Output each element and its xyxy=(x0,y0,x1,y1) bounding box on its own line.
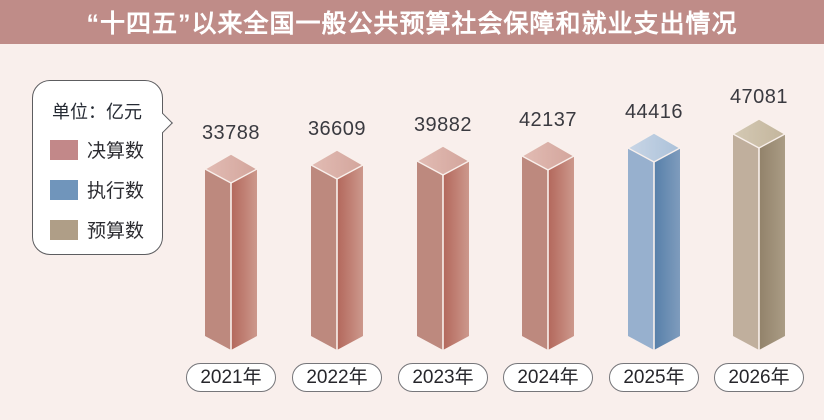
bar-2023 xyxy=(416,145,470,350)
bar-2022 xyxy=(310,149,364,350)
year-label-2023: 2023年 xyxy=(398,363,488,392)
legend-item-final-accounts: 决算数 xyxy=(50,136,162,163)
bar-2024-left-face xyxy=(522,156,548,350)
bar-2022-left-face xyxy=(311,165,337,350)
bar-2026-right-face xyxy=(759,134,785,350)
legend-bubble: 单位：亿元 决算数 执行数 预算数 xyxy=(32,80,173,255)
bar-2025 xyxy=(627,132,681,350)
value-label-2024: 42137 xyxy=(518,109,578,131)
year-label-2025: 2025年 xyxy=(609,363,699,392)
year-label-2024: 2024年 xyxy=(503,363,593,392)
bar-2021-left-face xyxy=(205,169,231,350)
bar-2023-right-face xyxy=(443,161,469,350)
bar-2025-right-face xyxy=(654,148,680,350)
header-bar: “十四五”以来全国一般公共预算社会保障和就业支出情况 xyxy=(0,0,824,44)
legend-label-budget: 预算数 xyxy=(87,221,145,242)
page-title: “十四五”以来全国一般公共预算社会保障和就业支出情况 xyxy=(86,10,738,38)
bar-2022-right-face xyxy=(337,165,363,350)
bar-2026 xyxy=(732,118,786,350)
legend-swatch-execution xyxy=(50,179,78,200)
bar-2021 xyxy=(204,153,258,350)
value-label-2023: 39882 xyxy=(413,114,473,136)
bar-2023-left-face xyxy=(417,161,443,350)
legend-item-execution: 执行数 xyxy=(50,176,162,203)
legend-item-budget: 预算数 xyxy=(50,216,162,243)
legend-label-final-accounts: 决算数 xyxy=(87,141,145,162)
unit-label: 单位：亿元 xyxy=(52,102,142,122)
legend-swatch-final-accounts xyxy=(50,139,78,160)
value-label-2025: 44416 xyxy=(624,101,684,123)
bar-2021-right-face xyxy=(231,169,257,350)
bar-2024 xyxy=(521,140,575,350)
year-label-2022: 2022年 xyxy=(292,363,382,392)
bar-2024-right-face xyxy=(548,156,574,350)
bar-2026-left-face xyxy=(733,134,759,350)
year-label-2021: 2021年 xyxy=(186,363,276,392)
legend-label-execution: 执行数 xyxy=(87,181,145,202)
year-label-2026: 2026年 xyxy=(714,363,804,392)
value-label-2022: 36609 xyxy=(307,118,367,140)
legend-swatch-budget xyxy=(50,219,78,240)
bar-2025-left-face xyxy=(628,148,654,350)
value-label-2026: 47081 xyxy=(729,86,789,108)
value-label-2021: 33788 xyxy=(201,122,261,144)
